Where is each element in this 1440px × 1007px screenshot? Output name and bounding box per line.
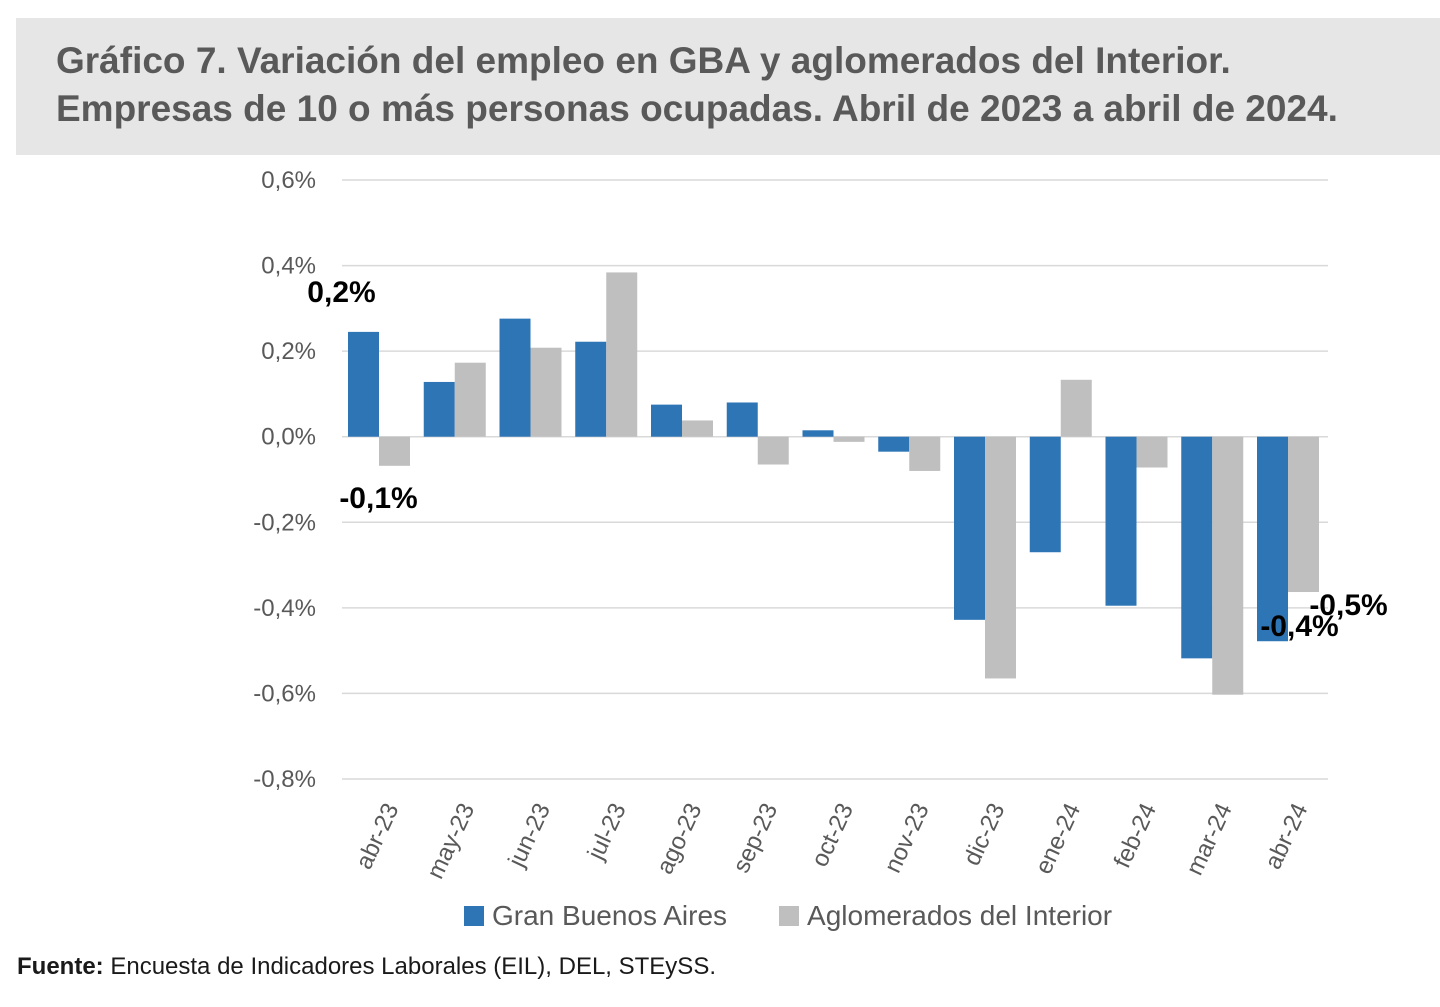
- bar-chart: 0,6%0,4%0,2%0,0%-0,2%-0,4%-0,6%-0,8%abr-…: [253, 167, 1387, 883]
- bar-gba: [348, 331, 379, 437]
- bar-interior: [1060, 379, 1092, 437]
- source-text: Encuesta de Indicadores Laborales (EIL),…: [103, 953, 716, 980]
- bar-interior: [909, 436, 941, 471]
- bar-interior: [454, 362, 486, 437]
- source-note: Fuente: Encuesta de Indicadores Laborale…: [17, 953, 716, 981]
- y-tick-label: 0,4%: [261, 253, 316, 280]
- bar-gba: [726, 402, 758, 437]
- bar-gba: [802, 430, 834, 437]
- x-tick-label: abr-24: [1260, 799, 1314, 873]
- legend: Gran Buenos Aires Aglomerados del Interi…: [464, 900, 1164, 932]
- bar-gba: [1257, 436, 1288, 642]
- bar-gba: [575, 341, 607, 437]
- chart-title-line-2: Empresas de 10 o más personas ocupadas. …: [56, 88, 1338, 129]
- y-tick-label: -0,4%: [253, 595, 316, 622]
- bar-gba: [878, 436, 910, 452]
- data-label: -0,4%: [1260, 610, 1338, 643]
- bar-interior: [606, 272, 638, 437]
- legend-label-interior: Aglomerados del Interior: [807, 900, 1113, 931]
- y-tick-label: 0,0%: [261, 424, 316, 451]
- y-tick-label: 0,6%: [261, 167, 316, 194]
- x-tick-label: may-23: [422, 799, 480, 883]
- bar-interior: [1288, 436, 1319, 593]
- x-tick-label: ene-24: [1030, 799, 1086, 878]
- legend-item-interior: Aglomerados del Interior: [779, 900, 1112, 932]
- legend-item-gba: Gran Buenos Aires: [464, 900, 727, 932]
- bar-gba: [1029, 436, 1061, 553]
- bar-gba: [499, 318, 531, 437]
- y-tick-label: -0,8%: [253, 766, 316, 793]
- data-label: -0,1%: [339, 482, 417, 515]
- x-tick-label: mar-24: [1181, 799, 1238, 879]
- x-tick-label: nov-23: [879, 799, 934, 877]
- bar-interior: [379, 436, 410, 466]
- bar-interior: [530, 347, 562, 437]
- bar-gba: [954, 436, 985, 620]
- x-tick-label: dic-23: [958, 799, 1010, 870]
- bar-gba: [651, 404, 682, 437]
- x-tick-label: jul-23: [582, 799, 632, 865]
- data-label: 0,2%: [307, 276, 375, 309]
- x-tick-label: abr-23: [351, 799, 405, 873]
- legend-swatch-interior: [779, 906, 800, 926]
- chart-title-line-1: Gráfico 7. Variación del empleo en GBA y…: [56, 40, 1231, 81]
- bar-gba: [423, 381, 455, 437]
- title-box: Gráfico 7. Variación del empleo en GBA y…: [16, 18, 1440, 155]
- bar-interior: [985, 436, 1016, 679]
- bar-gba: [1105, 436, 1137, 606]
- y-tick-label: 0,2%: [261, 338, 316, 365]
- data-label: -0,5%: [1309, 589, 1387, 622]
- bar-gba: [1181, 436, 1213, 659]
- x-tick-label: sep-23: [728, 799, 783, 877]
- bar-interior: [1136, 436, 1168, 468]
- x-tick-label: jun-23: [503, 799, 556, 872]
- legend-label-gba: Gran Buenos Aires: [492, 900, 728, 931]
- x-tick-label: ago-23: [651, 799, 707, 878]
- x-tick-label: feb-24: [1109, 799, 1162, 872]
- bar-interior: [682, 420, 713, 437]
- bar-interior: [1212, 436, 1244, 695]
- y-tick-label: -0,2%: [253, 509, 316, 536]
- bar-interior: [833, 436, 865, 442]
- bar-interior: [757, 436, 789, 465]
- source-label: Fuente:: [17, 953, 104, 980]
- legend-swatch-gba: [464, 906, 484, 926]
- y-tick-label: -0,6%: [253, 680, 316, 707]
- x-tick-label: oct-23: [806, 799, 859, 871]
